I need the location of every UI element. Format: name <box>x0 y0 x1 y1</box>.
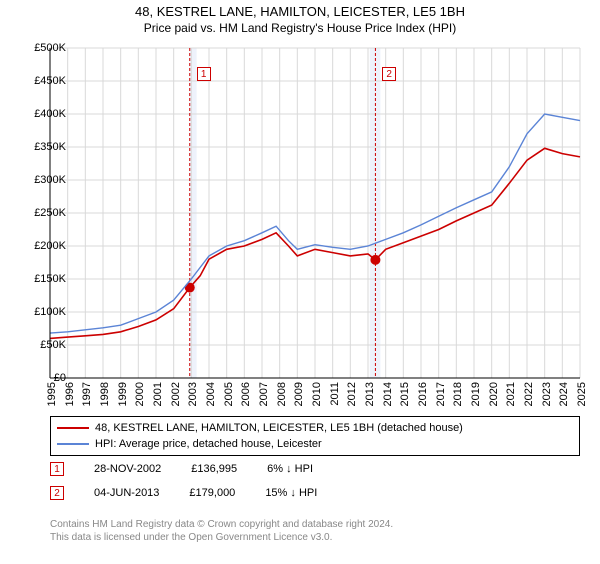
chart-container: { "header": { "title": "48, KESTREL LANE… <box>0 4 600 564</box>
sale-row-2: 2 04-JUN-2013 £179,000 15% ↓ HPI <box>50 486 580 500</box>
y-tick-label: £50K <box>40 339 66 351</box>
legend-item: 48, KESTREL LANE, HAMILTON, LEICESTER, L… <box>57 420 573 436</box>
y-tick-label: £400K <box>34 108 66 120</box>
y-tick-label: £350K <box>34 141 66 153</box>
y-tick-label: £200K <box>34 240 66 252</box>
legend-swatch <box>57 427 89 429</box>
x-tick-label: 2022 <box>523 382 535 406</box>
x-tick-label: 2012 <box>346 382 358 406</box>
footer-attribution: Contains HM Land Registry data © Crown c… <box>50 518 580 544</box>
sale-date-2: 04-JUN-2013 <box>94 487 159 499</box>
sale-marker-1: 1 <box>50 462 64 476</box>
plot-svg <box>50 48 580 378</box>
x-tick-label: 2003 <box>187 382 199 406</box>
y-tick-label: £300K <box>34 174 66 186</box>
x-tick-label: 2020 <box>488 382 500 406</box>
x-tick-label: 2004 <box>205 382 217 406</box>
x-tick-label: 2014 <box>382 382 394 406</box>
x-tick-label: 2021 <box>505 382 517 406</box>
legend-label: HPI: Average price, detached house, Leic… <box>95 438 322 450</box>
y-tick-label: £500K <box>34 42 66 54</box>
x-tick-label: 2017 <box>435 382 447 406</box>
x-tick-label: 2018 <box>452 382 464 406</box>
legend-label: 48, KESTREL LANE, HAMILTON, LEICESTER, L… <box>95 422 463 434</box>
x-tick-label: 1996 <box>64 382 76 406</box>
x-tick-label: 2013 <box>364 382 376 406</box>
x-tick-label: 2006 <box>240 382 252 406</box>
footer-line-1: Contains HM Land Registry data © Crown c… <box>50 518 580 531</box>
legend: 48, KESTREL LANE, HAMILTON, LEICESTER, L… <box>50 416 580 456</box>
x-tick-label: 2009 <box>293 382 305 406</box>
sale-price-1: £136,995 <box>191 463 237 475</box>
y-tick-label: £250K <box>34 207 66 219</box>
y-tick-label: £450K <box>34 75 66 87</box>
x-tick-label: 2023 <box>541 382 553 406</box>
sale-marker-2: 2 <box>50 486 64 500</box>
x-tick-label: 2002 <box>170 382 182 406</box>
x-tick-label: 2001 <box>152 382 164 406</box>
x-tick-label: 2019 <box>470 382 482 406</box>
sale-diff-1: 6% ↓ HPI <box>267 463 313 475</box>
legend-swatch <box>57 443 89 445</box>
x-tick-label: 2007 <box>258 382 270 406</box>
x-tick-label: 2010 <box>311 382 323 406</box>
y-tick-label: £100K <box>34 306 66 318</box>
legend-item: HPI: Average price, detached house, Leic… <box>57 436 573 452</box>
x-tick-label: 2025 <box>576 382 588 406</box>
x-tick-label: 2008 <box>276 382 288 406</box>
footer-line-2: This data is licensed under the Open Gov… <box>50 531 580 544</box>
sale-price-2: £179,000 <box>189 487 235 499</box>
page-title: 48, KESTREL LANE, HAMILTON, LEICESTER, L… <box>0 4 600 19</box>
x-tick-label: 1997 <box>81 382 93 406</box>
x-tick-label: 2024 <box>558 382 570 406</box>
x-tick-label: 1999 <box>117 382 129 406</box>
x-tick-label: 2015 <box>399 382 411 406</box>
x-tick-label: 2005 <box>223 382 235 406</box>
page-subtitle: Price paid vs. HM Land Registry's House … <box>0 21 600 35</box>
x-tick-label: 2016 <box>417 382 429 406</box>
x-tick-label: 2000 <box>134 382 146 406</box>
sale-diff-2: 15% ↓ HPI <box>265 487 317 499</box>
y-tick-label: £150K <box>34 273 66 285</box>
sale-date-1: 28-NOV-2002 <box>94 463 161 475</box>
sale-row-1: 1 28-NOV-2002 £136,995 6% ↓ HPI <box>50 462 580 476</box>
x-tick-label: 1995 <box>46 382 58 406</box>
x-tick-label: 1998 <box>99 382 111 406</box>
x-tick-label: 2011 <box>329 382 341 406</box>
chart-annotation-2: 2 <box>382 67 396 81</box>
chart-annotation-1: 1 <box>197 67 211 81</box>
price-chart <box>50 48 580 378</box>
